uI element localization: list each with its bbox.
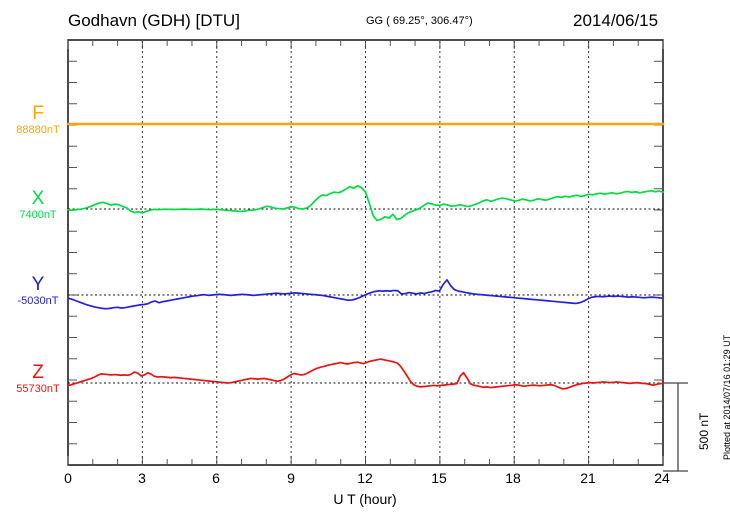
- xtick-label: 21: [580, 470, 596, 486]
- scalebar-label: 500 nT: [697, 412, 711, 450]
- component-label-f: F 88880nT: [8, 104, 68, 137]
- xtick-label: 6: [212, 470, 220, 486]
- component-value-f: 88880nT: [16, 124, 60, 136]
- xtick-label: 3: [138, 470, 146, 486]
- component-value-x: 7400nT: [19, 209, 57, 221]
- xtick-label: 15: [431, 470, 447, 486]
- geographic-coordinates: GG ( 69.25°, 306.47°): [366, 15, 473, 27]
- xtick-label: 18: [505, 470, 521, 486]
- component-label-y: Y -5030nT: [8, 275, 68, 308]
- component-letter-x: X: [31, 188, 45, 209]
- observation-date: 2014/06/15: [573, 11, 659, 30]
- component-label-x: X 7400nT: [8, 189, 68, 222]
- component-value-y: -5030nT: [17, 295, 59, 307]
- component-letter-z: Z: [32, 362, 44, 383]
- xtick-label: 9: [287, 470, 295, 486]
- station-title: Godhavn (GDH) [DTU]: [68, 11, 240, 30]
- component-letter-y: Y: [31, 274, 45, 295]
- xtick-label: 12: [357, 470, 373, 486]
- xtick-label: 24: [654, 470, 670, 486]
- plotted-at-label: Plotted at 2014/07/16 01:29 UT: [722, 334, 730, 460]
- component-letter-f: F: [32, 103, 44, 124]
- xtick-label: 0: [64, 470, 72, 486]
- component-value-z: 55730nT: [16, 383, 60, 395]
- component-label-z: Z 55730nT: [8, 363, 68, 396]
- xaxis-title: U T (hour): [333, 491, 397, 507]
